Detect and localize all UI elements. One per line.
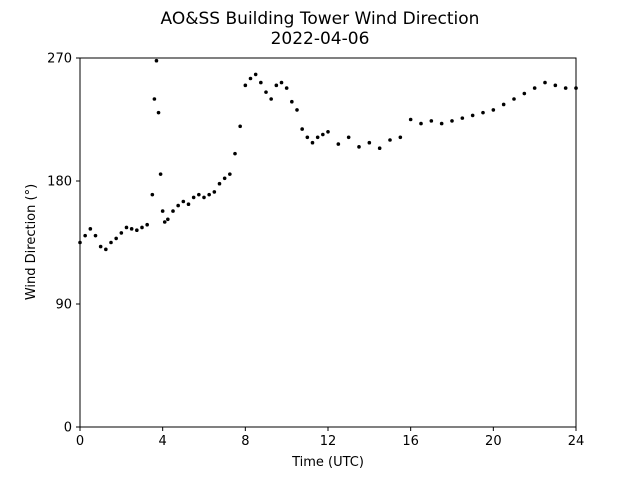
- data-point: [310, 140, 315, 145]
- data-point: [460, 116, 465, 120]
- data-point: [191, 195, 196, 200]
- data-point: [264, 90, 268, 94]
- data-point: [522, 91, 527, 96]
- data-point: [152, 97, 157, 101]
- data-point: [104, 247, 108, 252]
- data-point: [259, 80, 263, 85]
- data-point: [274, 83, 279, 88]
- data-point: [83, 233, 87, 238]
- data-point: [439, 121, 444, 126]
- data-point: [154, 58, 159, 63]
- data-point: [470, 113, 475, 118]
- data-point: [300, 127, 304, 131]
- data-point: [450, 119, 454, 123]
- data-point: [233, 151, 237, 156]
- data-point: [243, 83, 248, 88]
- data-point: [377, 146, 382, 150]
- data-point: [181, 199, 186, 204]
- data-point: [388, 138, 392, 142]
- data-point: [160, 209, 165, 213]
- data-point: [156, 110, 161, 115]
- data-point: [162, 220, 167, 224]
- chart-title: AO&SS Building Tower Wind Direction: [161, 9, 480, 29]
- data-point: [202, 195, 206, 200]
- x-axis-label: Time (UTC): [291, 455, 364, 470]
- data-point: [295, 108, 299, 112]
- data-point: [140, 225, 144, 230]
- x-tick-label: 12: [320, 434, 337, 449]
- data-point: [238, 124, 242, 129]
- x-axis-ticks: 0 4 8 12 16 20 24: [76, 427, 584, 449]
- data-point: [429, 119, 434, 123]
- data-point: [398, 135, 403, 140]
- data-point: [150, 192, 155, 197]
- data-point: [284, 86, 289, 90]
- chart-subtitle: 2022-04-06: [271, 29, 370, 49]
- data-points: [78, 58, 578, 252]
- plot-frame: [79, 57, 577, 428]
- data-point: [315, 135, 320, 140]
- data-point: [212, 190, 217, 194]
- y-tick-label: 270: [47, 52, 72, 67]
- data-point: [93, 233, 98, 238]
- data-point: [114, 236, 118, 241]
- y-axis-label: Wind Direction (°): [24, 184, 39, 300]
- data-point: [158, 172, 163, 176]
- data-point: [553, 83, 558, 88]
- x-tick-label: 8: [241, 434, 249, 449]
- data-point: [532, 86, 537, 90]
- data-point: [501, 102, 506, 107]
- data-point: [357, 145, 361, 149]
- data-point: [171, 209, 175, 213]
- y-axis-ticks: 0 90 180 270: [47, 52, 80, 436]
- data-point: [222, 176, 227, 181]
- x-tick-label: 4: [159, 434, 167, 449]
- data-point: [367, 140, 372, 145]
- data-point: [228, 172, 232, 176]
- data-point: [109, 240, 113, 245]
- y-tick-label: 180: [47, 175, 72, 190]
- y-tick-label: 0: [64, 421, 72, 436]
- data-point: [321, 132, 325, 137]
- data-point: [290, 99, 294, 104]
- data-point: [176, 203, 180, 208]
- data-point: [419, 121, 423, 126]
- data-point: [248, 76, 253, 81]
- data-point: [98, 244, 103, 249]
- data-point: [253, 72, 258, 77]
- data-point: [145, 222, 149, 227]
- x-tick-label: 24: [568, 434, 585, 449]
- data-point: [124, 225, 129, 230]
- data-point: [512, 97, 516, 101]
- data-point: [197, 192, 201, 197]
- data-point: [305, 135, 310, 140]
- x-tick-label: 0: [76, 434, 84, 449]
- data-point: [186, 202, 191, 207]
- data-point: [408, 117, 413, 122]
- data-point: [279, 80, 284, 85]
- data-point: [135, 228, 139, 232]
- data-point: [207, 192, 211, 197]
- data-point: [346, 135, 351, 140]
- data-point: [326, 130, 330, 134]
- data-point: [166, 217, 170, 222]
- x-tick-label: 20: [485, 434, 502, 449]
- data-point: [491, 108, 496, 112]
- data-point: [217, 181, 222, 186]
- data-point: [563, 86, 568, 90]
- data-point: [269, 97, 273, 101]
- data-point: [88, 227, 93, 231]
- data-point: [119, 231, 124, 235]
- data-point: [129, 227, 134, 231]
- x-tick-label: 16: [402, 434, 419, 449]
- y-tick-label: 90: [55, 298, 72, 313]
- data-point: [336, 142, 341, 146]
- data-point: [543, 80, 547, 85]
- data-point: [481, 110, 485, 115]
